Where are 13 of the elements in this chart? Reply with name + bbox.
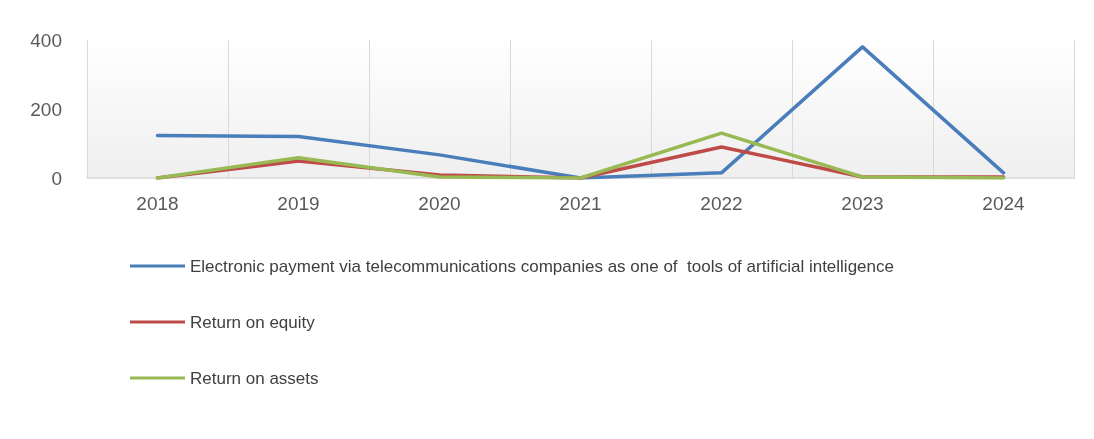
y-tick-label: 400 — [30, 29, 62, 51]
legend-label: Return on equity — [190, 312, 316, 332]
x-tick-label: 2019 — [277, 193, 320, 214]
x-tick-label: 2022 — [700, 193, 743, 214]
x-tick-label: 2024 — [982, 193, 1026, 214]
x-tick-label: 2021 — [559, 193, 602, 214]
y-tick-label: 0 — [51, 167, 62, 189]
legend-label: Return on assets — [190, 368, 319, 388]
legend-label: Electronic payment via telecommunications companies as one of tools of artificial intelligence — [190, 256, 894, 276]
x-tick-label: 2018 — [136, 193, 179, 214]
x-tick-label: 2023 — [841, 193, 884, 214]
y-tick-label: 200 — [30, 98, 62, 120]
x-tick-label: 2020 — [418, 193, 461, 214]
